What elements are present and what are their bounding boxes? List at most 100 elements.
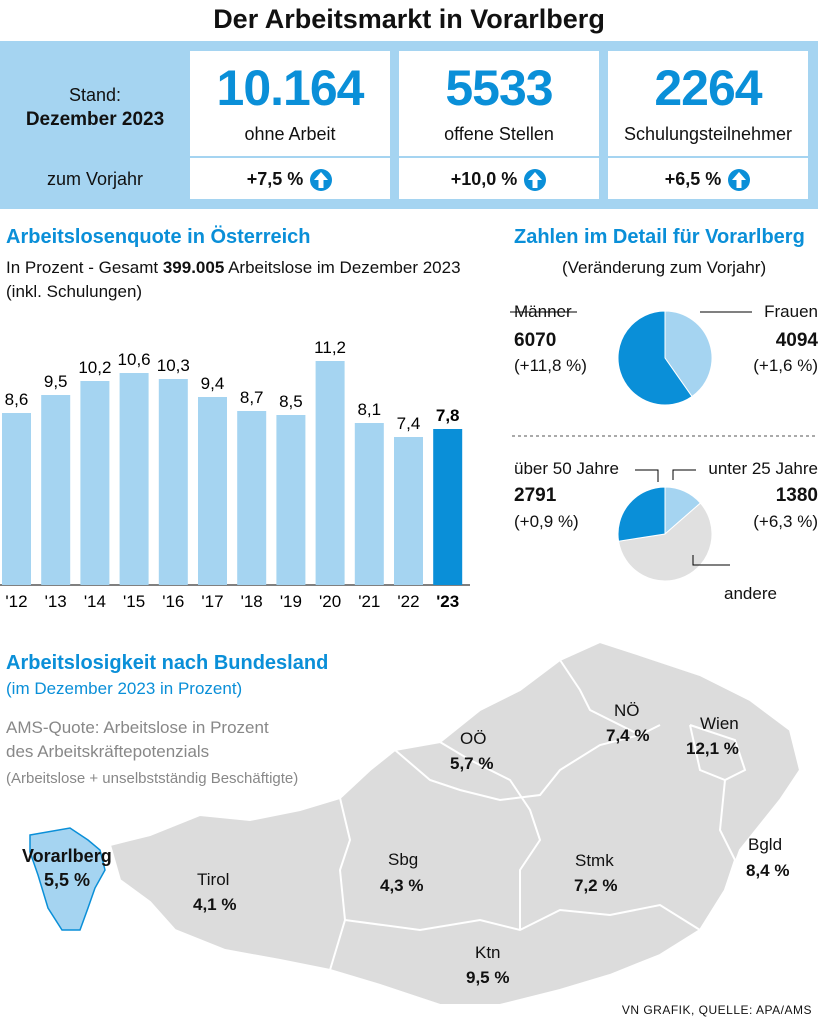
map-heading: Arbeitslosigkeit nach Bundesland bbox=[6, 652, 329, 674]
legend-women-value: 4094 bbox=[775, 330, 818, 351]
legend-under25-value: 1380 bbox=[775, 485, 818, 506]
border-line bbox=[394, 724, 661, 802]
leader-line bbox=[672, 469, 696, 480]
x-tick-label: '13 bbox=[45, 592, 67, 611]
bar bbox=[276, 415, 306, 585]
stat-card-vacancies: 5533 offene Stellen bbox=[399, 51, 599, 156]
bar-value-label: 8,5 bbox=[279, 392, 303, 411]
state-value-sbg: 4,3 % bbox=[380, 876, 424, 895]
bar-value-label: 9,4 bbox=[201, 374, 225, 393]
bar-value-label: 7,4 bbox=[397, 414, 421, 433]
x-tick-label: '23 bbox=[436, 592, 459, 611]
legend-over50-value: 2791 bbox=[514, 485, 557, 506]
bar bbox=[2, 413, 31, 585]
arrow-up-icon bbox=[310, 169, 333, 191]
x-tick-label: '19 bbox=[280, 592, 302, 611]
bar-value-label: 7,8 bbox=[436, 406, 460, 425]
border-line bbox=[344, 903, 701, 932]
pie-slice bbox=[617, 486, 666, 542]
stat-value: 10.164 bbox=[216, 60, 365, 116]
quote-heading: Arbeitslosenquote in Österreich bbox=[6, 226, 311, 248]
state-value-ktn: 9,5 % bbox=[466, 968, 510, 987]
state-value-vorarlberg: 5,5 % bbox=[44, 870, 91, 890]
border-line bbox=[329, 797, 352, 971]
summary-panel: Stand: Dezember 2023 zum Vorjahr 10.164 … bbox=[0, 41, 818, 209]
bar bbox=[315, 361, 345, 585]
state-label-noe: NÖ bbox=[614, 701, 640, 720]
bar-value-label: 8,7 bbox=[240, 388, 264, 407]
stat-card-unemployed: 10.164 ohne Arbeit bbox=[190, 51, 390, 156]
vorjahr-label: zum Vorjahr bbox=[46, 169, 144, 189]
legend-men-change: (+11,8 %) bbox=[514, 356, 587, 375]
state-label-tirol: Tirol bbox=[197, 870, 230, 889]
source-credit: VN GRAFIK, QUELLE: APA/AMS bbox=[621, 1003, 812, 1017]
bar-value-label: 8,6 bbox=[5, 390, 29, 409]
legend-men-value: 6070 bbox=[514, 330, 557, 351]
state-value-wien: 12,1 % bbox=[686, 739, 739, 758]
stand-label: Stand: bbox=[68, 85, 122, 105]
bar-value-label: 10,6 bbox=[118, 350, 151, 369]
map-note-3: (Arbeitslose + unselbstständig Beschäfti… bbox=[6, 770, 299, 787]
bar-value-label: 10,3 bbox=[157, 356, 190, 375]
state-label-bgld: Bgld bbox=[748, 835, 783, 854]
change-value: +10,0 % bbox=[450, 168, 518, 189]
stat-value: 2264 bbox=[654, 60, 762, 116]
stat-card-trainees: 2264 Schulungsteilnehmer bbox=[608, 51, 808, 156]
state-value-tirol: 4,1 % bbox=[193, 895, 237, 914]
pie-slice bbox=[617, 310, 693, 406]
stat-label: Schulungsteilnehmer bbox=[623, 124, 793, 144]
stand-date: Dezember 2023 bbox=[25, 109, 165, 130]
x-tick-label: '16 bbox=[162, 592, 184, 611]
stat-value: 5533 bbox=[445, 60, 553, 116]
pie-gender bbox=[617, 310, 713, 406]
quote-description: In Prozent - Gesamt 399.005 Arbeitslose … bbox=[6, 258, 461, 277]
border-line bbox=[689, 724, 747, 782]
quote-description-2: (inkl. Schulungen) bbox=[6, 282, 143, 301]
map-note-2: des Arbeitskräftepotenzials bbox=[6, 742, 210, 761]
bar bbox=[41, 395, 71, 585]
change-value: +6,5 % bbox=[664, 168, 722, 189]
bar bbox=[158, 379, 188, 585]
bar bbox=[119, 373, 149, 585]
bar-value-label: 10,2 bbox=[78, 358, 111, 377]
detail-graphics bbox=[510, 310, 818, 582]
bar bbox=[433, 429, 463, 585]
state-label-ooe: OÖ bbox=[460, 729, 487, 748]
bar bbox=[237, 411, 267, 585]
bar-value-label: 11,2 bbox=[314, 338, 346, 357]
bar-value-label: 8,1 bbox=[357, 400, 381, 419]
change-card-trainees: +6,5 % bbox=[608, 158, 808, 199]
bar bbox=[394, 437, 423, 585]
x-tick-label: '22 bbox=[397, 592, 419, 611]
legend-women-label: Frauen bbox=[764, 302, 818, 321]
detail-subheading: (Veränderung zum Vorjahr) bbox=[562, 258, 767, 277]
stat-label: offene Stellen bbox=[444, 124, 554, 144]
bar bbox=[198, 397, 227, 585]
austria-map bbox=[29, 640, 802, 1006]
x-tick-label: '17 bbox=[201, 592, 223, 611]
legend-men-label: Männer bbox=[514, 302, 572, 321]
detail-heading: Zahlen im Detail für Vorarlberg bbox=[514, 226, 805, 248]
x-tick-label: '20 bbox=[319, 592, 341, 611]
leader-line bbox=[692, 555, 730, 566]
legend-over50-change: (+0,9 %) bbox=[514, 512, 579, 531]
change-card-vacancies: +10,0 % bbox=[399, 158, 599, 199]
state-value-bgld: 8,4 % bbox=[746, 861, 790, 880]
border-line bbox=[559, 659, 641, 736]
leader-line bbox=[635, 469, 659, 482]
state-label-sbg: Sbg bbox=[388, 850, 419, 869]
legend-other-label: andere bbox=[724, 584, 777, 603]
border-line bbox=[718, 779, 737, 891]
arrow-up-icon bbox=[728, 169, 751, 191]
pie-slice bbox=[664, 310, 713, 398]
legend-women-change: (+1,6 %) bbox=[753, 356, 818, 375]
legend-over50-label: über 50 Jahre bbox=[514, 459, 619, 478]
x-tick-label: '21 bbox=[358, 592, 380, 611]
bar-chart: 8,6 '12 9,5 '13 10,2 '14 10,6 '15 10,3 '16 9,4 '17 8… bbox=[0, 338, 470, 611]
x-tick-label: '12 bbox=[5, 592, 27, 611]
border-line bbox=[439, 741, 542, 930]
change-card-unemployed: +7,5 % bbox=[190, 158, 390, 199]
state-label-ktn: Ktn bbox=[475, 943, 501, 962]
state-label-stmk: Stmk bbox=[575, 851, 614, 870]
x-tick-label: '14 bbox=[84, 592, 106, 611]
